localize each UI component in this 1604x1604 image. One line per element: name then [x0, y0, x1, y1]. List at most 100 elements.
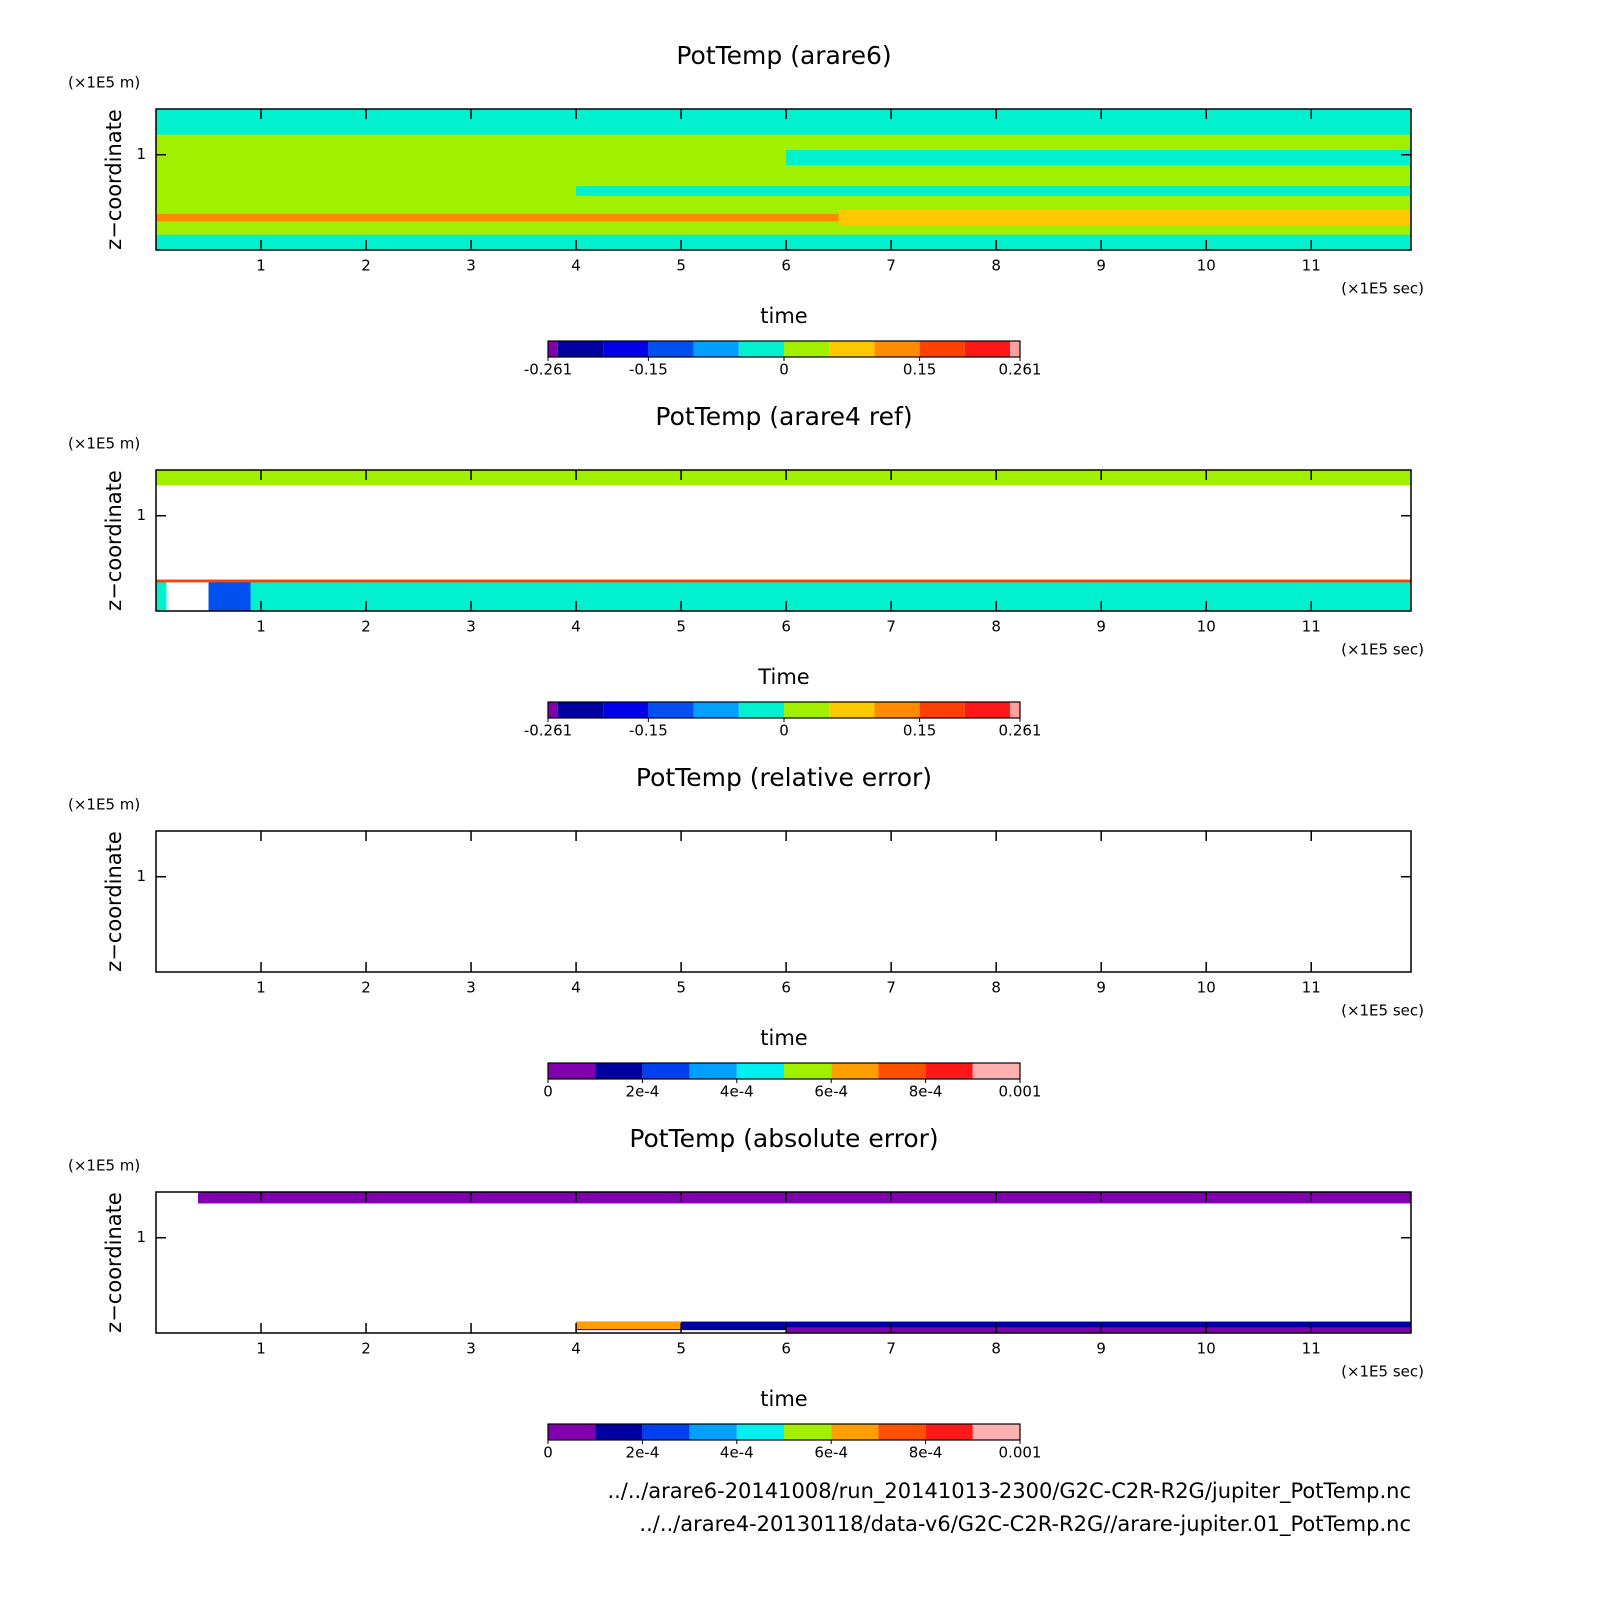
colorbar-cell — [925, 1424, 973, 1440]
colorbar-cell — [548, 1424, 596, 1440]
x-tick-label: 2 — [361, 618, 371, 636]
colorbar-tick-label: 0.001 — [999, 1444, 1042, 1462]
x-tick-label: 11 — [1302, 979, 1321, 997]
y-axis-label: z−coordinate — [102, 470, 126, 611]
x-tick-label: 5 — [676, 1340, 686, 1358]
colorbar-cell — [784, 1063, 832, 1079]
y-unit: (×1E5 m) — [68, 796, 140, 814]
contour-region — [198, 1192, 1412, 1204]
colorbar-cell — [1010, 341, 1020, 357]
colorbar-cell — [829, 341, 875, 357]
contour-region — [166, 582, 209, 611]
colorbar-cell — [1010, 702, 1020, 718]
colorbar-cell — [693, 341, 739, 357]
x-tick-label: 2 — [361, 1340, 371, 1358]
colorbar-cell — [964, 341, 1011, 357]
colorbar-cell — [919, 702, 965, 718]
colorbar-cell — [736, 1424, 784, 1440]
colorbar-tick-label: 0.261 — [999, 361, 1042, 379]
colorbar-tick-label: 8e-4 — [909, 1444, 943, 1462]
y-axis-label: z−coordinate — [102, 1192, 126, 1333]
x-tick-label: 1 — [256, 1340, 266, 1358]
contour-region — [208, 582, 251, 611]
colorbar-frame — [547, 1423, 1021, 1441]
x-axis-label: time — [760, 304, 807, 328]
colorbar-cell — [878, 1424, 926, 1440]
x-tick-label: 6 — [781, 1340, 791, 1358]
colorbar-cell — [784, 1424, 832, 1440]
colorbar-cell — [784, 341, 830, 357]
x-tick-label: 2 — [361, 979, 371, 997]
contour-region — [156, 579, 1411, 583]
x-tick-label: 10 — [1197, 979, 1216, 997]
x-tick-label: 11 — [1302, 257, 1321, 275]
chart-title: PotTemp (absolute error) — [629, 1124, 938, 1153]
colorbar-tick-label: 4e-4 — [720, 1444, 754, 1462]
contour-region — [156, 234, 1411, 250]
x-tick-label: 4 — [571, 618, 581, 636]
colorbar-tick-label: -0.261 — [524, 722, 572, 740]
contour-region — [156, 213, 839, 222]
colorbar-tick-label: 8e-4 — [909, 1083, 943, 1101]
x-tick-label: 10 — [1197, 618, 1216, 636]
colorbar-cell — [642, 1063, 690, 1079]
x-unit: (×1E5 sec) — [1341, 1002, 1424, 1020]
x-tick-label: 1 — [256, 257, 266, 275]
x-tick-label: 8 — [991, 979, 1001, 997]
colorbar-tick-label: 6e-4 — [814, 1444, 848, 1462]
colorbar-cell — [648, 702, 694, 718]
contour-region — [156, 470, 1411, 486]
contour-region — [786, 1327, 1411, 1333]
colorbar-tick-label: 0 — [779, 722, 789, 740]
x-tick-label: 4 — [571, 257, 581, 275]
colorbar-cell — [642, 1424, 690, 1440]
colorbar-cell — [831, 1063, 879, 1079]
colorbar-tick-label: 0.15 — [903, 361, 936, 379]
colorbar-cell — [603, 341, 649, 357]
x-tick-label: 8 — [991, 1340, 1001, 1358]
colorbar-cell — [548, 702, 558, 718]
x-tick-label: 11 — [1302, 1340, 1321, 1358]
x-tick-label: 6 — [781, 257, 791, 275]
y-unit: (×1E5 m) — [68, 435, 140, 453]
file-path: ../../arare6-20141008/run_20141013-2300/… — [607, 1479, 1411, 1504]
colorbar-tick-label: -0.15 — [629, 722, 668, 740]
x-tick-label: 9 — [1096, 257, 1106, 275]
colorbar-cell — [548, 341, 558, 357]
y-axis-label: z−coordinate — [102, 109, 126, 250]
x-tick-label: 3 — [466, 618, 476, 636]
contour-region — [156, 109, 1411, 135]
colorbar-tick-label: 0 — [543, 1083, 553, 1101]
colorbar-tick-label: 4e-4 — [720, 1083, 754, 1101]
x-tick-label: 3 — [466, 257, 476, 275]
colorbar-cell — [595, 1424, 643, 1440]
x-tick-label: 1 — [256, 979, 266, 997]
x-tick-label: 11 — [1302, 618, 1321, 636]
colorbar-tick-label: 6e-4 — [814, 1083, 848, 1101]
colorbar-cell — [874, 341, 920, 357]
x-axis-label: Time — [757, 665, 809, 689]
colorbar-tick-label: 2e-4 — [626, 1444, 660, 1462]
chart-title: PotTemp (relative error) — [636, 763, 932, 792]
x-tick-label: 5 — [676, 979, 686, 997]
colorbar-cell — [878, 1063, 926, 1079]
colorbar-cell — [595, 1063, 643, 1079]
colorbar-cell — [548, 1063, 596, 1079]
x-tick-label: 8 — [991, 618, 1001, 636]
colorbar-cell — [964, 702, 1011, 718]
x-tick-label: 5 — [676, 257, 686, 275]
colorbar-tick-label: 0.001 — [999, 1083, 1042, 1101]
file-path: ../../arare4-20130118/data-v6/G2C-C2R-R2… — [639, 1512, 1411, 1537]
y-tick-label: 1 — [136, 506, 146, 524]
colorbar-cell — [972, 1424, 1020, 1440]
plot-frame — [155, 469, 1412, 612]
contour-region — [838, 209, 1411, 226]
x-tick-label: 3 — [466, 979, 476, 997]
colorbar-cell — [925, 1063, 973, 1079]
colorbar-cell — [972, 1063, 1020, 1079]
x-unit: (×1E5 sec) — [1341, 1363, 1424, 1381]
x-tick-label: 9 — [1096, 1340, 1106, 1358]
contour-region — [576, 1321, 682, 1330]
colorbar-cell — [693, 702, 739, 718]
